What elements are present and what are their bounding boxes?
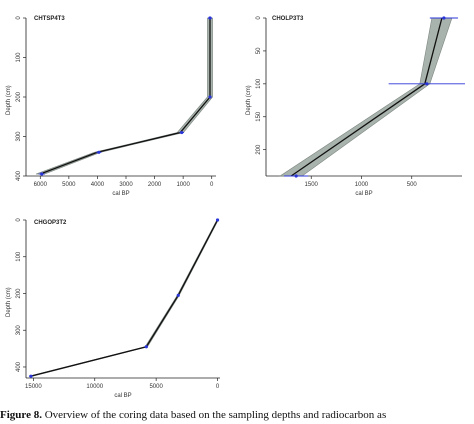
x-tick-label: 10000 bbox=[86, 384, 103, 390]
y-tick-label: 200 bbox=[16, 91, 22, 102]
y-tick-label: 50 bbox=[256, 47, 262, 54]
x-tick-label: 0 bbox=[216, 384, 220, 390]
date-point bbox=[40, 172, 44, 176]
panel-title: CHGOP3T2 bbox=[34, 220, 67, 226]
chart-svg-chgop3t2: 0 100 200 300 400 15000 10000 5000 0 cal BP Depth … bbox=[6, 218, 220, 399]
uncertainty-band bbox=[279, 17, 453, 177]
x-tick-label: 1000 bbox=[355, 182, 369, 188]
caption-label: Figure 8. bbox=[0, 409, 42, 421]
y-axis-title: Depth (cm) bbox=[6, 85, 12, 115]
figure-caption: Figure 8. Overview of the coring data ba… bbox=[0, 406, 474, 424]
y-tick-label: 100 bbox=[16, 251, 22, 262]
chart-svg-cholp3t3: 0 50 100 150 200 1500 1000 500 cal BP Depth (cm) C… bbox=[246, 16, 466, 197]
age-depth-panel-chgop3t2: 0 100 200 300 400 15000 10000 5000 0 cal BP Depth … bbox=[0, 210, 232, 406]
y-tick-label: 0 bbox=[16, 218, 22, 222]
y-tick-label: 300 bbox=[16, 325, 22, 336]
x-tick-label: 2000 bbox=[148, 182, 162, 188]
y-tick-label: 100 bbox=[16, 52, 22, 63]
x-axis-title: cal BP bbox=[114, 393, 131, 399]
age-depth-line bbox=[40, 18, 211, 175]
x-tick-label: 0 bbox=[210, 182, 214, 188]
y-tick-label: 400 bbox=[16, 361, 22, 372]
date-point bbox=[29, 374, 33, 378]
y-axis-title: Depth (cm) bbox=[6, 287, 12, 317]
y-tick-label: 150 bbox=[256, 111, 262, 122]
x-tick-label: 3000 bbox=[119, 182, 133, 188]
date-point bbox=[144, 345, 148, 349]
panel-title: CHTSP4T3 bbox=[34, 16, 65, 22]
x-tick-label: 500 bbox=[407, 182, 418, 188]
panel-title: CHOLP3T3 bbox=[272, 16, 304, 22]
x-tick-label: 6000 bbox=[34, 182, 48, 188]
x-tick-label: 4000 bbox=[91, 182, 105, 188]
x-tick-label: 15000 bbox=[25, 384, 42, 390]
age-depth-panel-cholp3t3: 0 50 100 150 200 1500 1000 500 cal BP Depth (cm) C… bbox=[238, 0, 474, 206]
date-point bbox=[208, 16, 212, 20]
y-tick-label: 400 bbox=[16, 170, 22, 181]
caption-text: Overview of the coring data based on the… bbox=[44, 409, 387, 421]
date-point bbox=[425, 82, 429, 86]
date-point bbox=[97, 150, 101, 154]
y-axis-title: Depth (cm) bbox=[246, 85, 252, 115]
chart-svg-chtsp4t3: 0 100 200 300 400 6000 5000 4000 3000 2000 1000 0 ca… bbox=[6, 16, 216, 197]
x-axis-title: cal BP bbox=[112, 191, 129, 197]
y-tick-label: 300 bbox=[16, 131, 22, 142]
y-tick-label: 200 bbox=[256, 144, 262, 155]
age-depth-panel-chtsp4t3: 0 100 200 300 400 6000 5000 4000 3000 2000 1000 0 ca… bbox=[0, 0, 232, 206]
date-point bbox=[208, 95, 212, 99]
age-depth-line bbox=[290, 17, 443, 177]
date-point bbox=[294, 174, 298, 178]
uncertainty-band bbox=[35, 17, 213, 175]
date-point bbox=[176, 293, 180, 297]
y-tick-label: 0 bbox=[16, 16, 22, 20]
date-point bbox=[215, 218, 220, 222]
y-tick-label: 200 bbox=[16, 288, 22, 299]
date-point bbox=[442, 16, 446, 20]
age-depth-line bbox=[30, 219, 219, 377]
y-tick-label: 100 bbox=[256, 78, 262, 89]
y-tick-label: 0 bbox=[256, 16, 262, 20]
x-tick-label: 5000 bbox=[62, 182, 76, 188]
x-axis-title: cal BP bbox=[355, 191, 372, 197]
x-tick-label: 5000 bbox=[149, 384, 163, 390]
x-tick-label: 1000 bbox=[176, 182, 190, 188]
x-tick-label: 1500 bbox=[305, 182, 319, 188]
date-point bbox=[180, 130, 184, 135]
